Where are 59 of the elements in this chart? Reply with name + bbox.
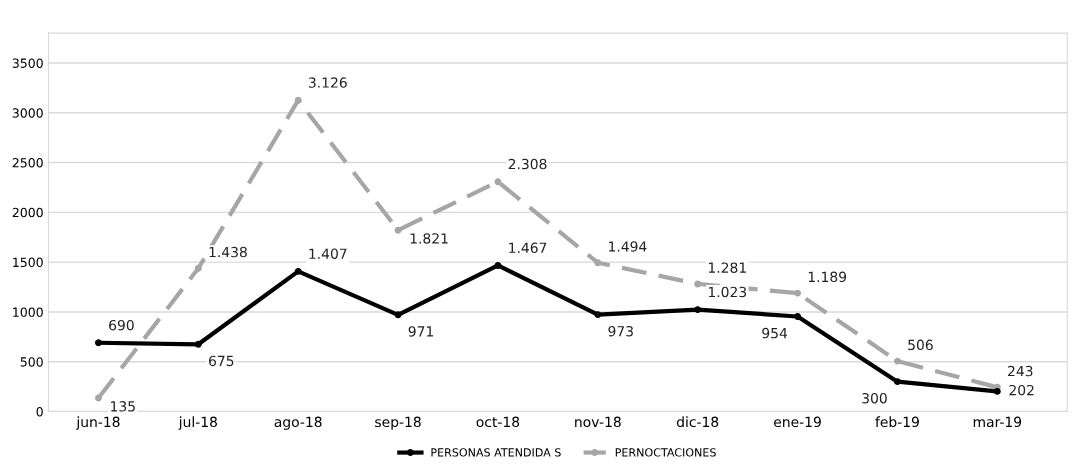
point	[294, 96, 302, 104]
x-tick-label: dic-18	[676, 416, 719, 428]
x-tick-label: nov-18	[575, 416, 621, 428]
data-label: 1.821	[410, 233, 448, 244]
point	[294, 267, 302, 275]
data-label: 1.407	[309, 248, 347, 259]
x-tick-label: jul-18	[178, 416, 217, 430]
data-label: 202	[1009, 384, 1034, 396]
y-tick-label: 0	[36, 406, 43, 417]
point	[694, 306, 702, 314]
data-label: 675	[209, 355, 234, 367]
y-tick-label: 2500	[12, 158, 43, 168]
point	[194, 340, 202, 348]
data-label: 506	[908, 339, 933, 351]
point	[394, 226, 402, 234]
y-tick-label: 1500	[13, 257, 43, 268]
y-tick-label: 3500	[12, 58, 43, 68]
point	[494, 261, 502, 269]
data-label: 135	[111, 401, 135, 412]
y-tick-label: 3000	[12, 108, 43, 118]
data-label: 1.023	[708, 286, 747, 298]
data-label: 2.308	[508, 158, 547, 170]
point	[594, 259, 602, 267]
legend-label: PERSONAS ATENDIDA S	[431, 448, 561, 457]
data-label: 1.189	[808, 271, 847, 283]
data-label: 971	[408, 326, 434, 337]
data-label: 954	[762, 327, 788, 339]
x-tick-label: jun-18	[76, 416, 120, 430]
point	[494, 178, 502, 186]
point	[794, 289, 802, 297]
data-label: 1.494	[609, 241, 647, 252]
x-tick-label: oct-18	[476, 416, 520, 428]
y-tick-label: 1000	[13, 307, 43, 317]
data-label: 243	[1008, 365, 1033, 377]
legend-label: PERNOCTACIONES	[615, 448, 716, 457]
point	[893, 357, 901, 365]
data-label: 1.438	[209, 246, 247, 258]
point	[794, 313, 802, 320]
data-label: 690	[109, 319, 134, 331]
point	[893, 378, 901, 386]
data-label: 300	[862, 392, 887, 404]
data-label: 973	[608, 325, 633, 337]
x-tick-label: mar-19	[973, 416, 1022, 428]
data-label: 1.281	[708, 262, 746, 273]
x-tick-label: feb-19	[875, 416, 919, 428]
x-tick-label: ene-19	[774, 416, 821, 428]
x-tick-label: ago-18	[274, 416, 322, 430]
x-tick-label: sep-18	[375, 416, 421, 430]
y-tick-label: 500	[20, 357, 43, 367]
point	[594, 311, 602, 319]
point	[194, 264, 202, 272]
point	[993, 387, 1001, 395]
point	[94, 339, 102, 347]
data-label: 3.126	[308, 77, 347, 88]
point	[394, 311, 402, 319]
point	[94, 394, 102, 402]
point	[694, 280, 702, 288]
y-tick-label: 2000	[12, 207, 43, 218]
data-label: 1.467	[509, 242, 547, 254]
